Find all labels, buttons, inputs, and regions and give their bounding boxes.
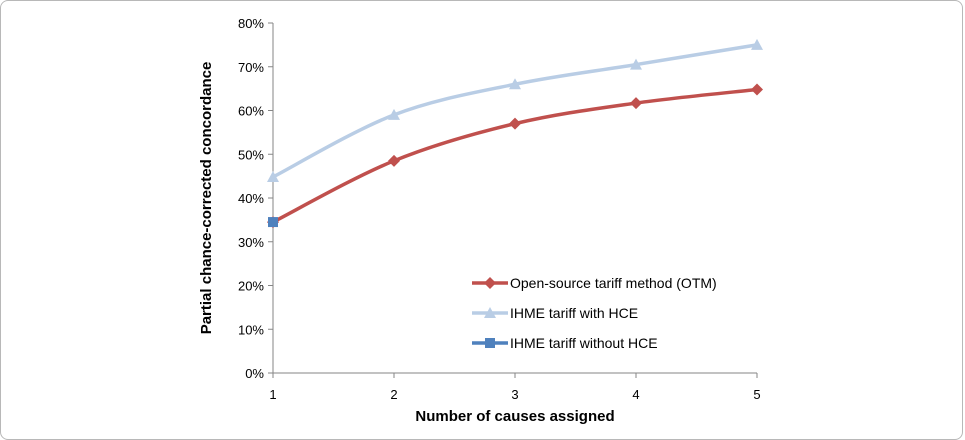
data-point xyxy=(388,108,400,120)
legend-item: IHME tariff with HCE xyxy=(472,305,638,321)
series-1 xyxy=(267,38,763,182)
y-tick-label: 40% xyxy=(238,191,264,206)
data-point xyxy=(630,97,642,110)
data-point xyxy=(630,58,642,70)
data-point xyxy=(751,38,763,50)
data-point xyxy=(267,171,279,182)
y-tick-label: 50% xyxy=(238,147,264,162)
x-axis-title: Number of causes assigned xyxy=(415,408,614,425)
data-point xyxy=(509,117,521,130)
y-tick-label: 60% xyxy=(238,104,264,119)
y-tick-label: 80% xyxy=(238,16,264,31)
legend-marker xyxy=(484,277,496,289)
y-tick-label: 30% xyxy=(238,235,264,250)
series-2 xyxy=(268,217,278,228)
y-tick-label: 70% xyxy=(238,60,264,75)
series-0 xyxy=(267,83,763,229)
series-line xyxy=(272,87,758,224)
legend-label: IHME tariff with HCE xyxy=(510,305,638,321)
y-axis-title: Partial chance-corrected concordance xyxy=(198,62,215,335)
legend-marker xyxy=(485,338,495,348)
y-tick-label: 0% xyxy=(245,366,264,381)
y-tick-label: 20% xyxy=(238,279,264,294)
legend-marker xyxy=(484,307,496,318)
x-tick-label: 3 xyxy=(511,387,518,402)
x-tick-label: 5 xyxy=(753,387,760,402)
x-tick-label: 1 xyxy=(269,387,276,402)
legend-label: Open-source tariff method (OTM) xyxy=(510,275,717,291)
legend-item: Open-source tariff method (OTM) xyxy=(472,275,717,291)
data-point xyxy=(388,154,400,167)
line-chart: 0% 10% 20% 30% 40% 50% 60% 70% 80% 1 2 3 4 5 Number … xyxy=(198,16,763,425)
data-point xyxy=(751,83,763,96)
x-tick-label: 4 xyxy=(632,387,639,402)
legend-item: IHME tariff without HCE xyxy=(472,335,658,351)
legend-label: IHME tariff without HCE xyxy=(510,335,658,351)
x-tick-label: 2 xyxy=(390,387,397,402)
data-point xyxy=(509,78,521,90)
series-line xyxy=(272,43,758,179)
legend: Open-source tariff method (OTM) IHME tari… xyxy=(472,275,717,351)
data-point xyxy=(268,217,278,228)
y-tick-label: 10% xyxy=(238,322,264,337)
